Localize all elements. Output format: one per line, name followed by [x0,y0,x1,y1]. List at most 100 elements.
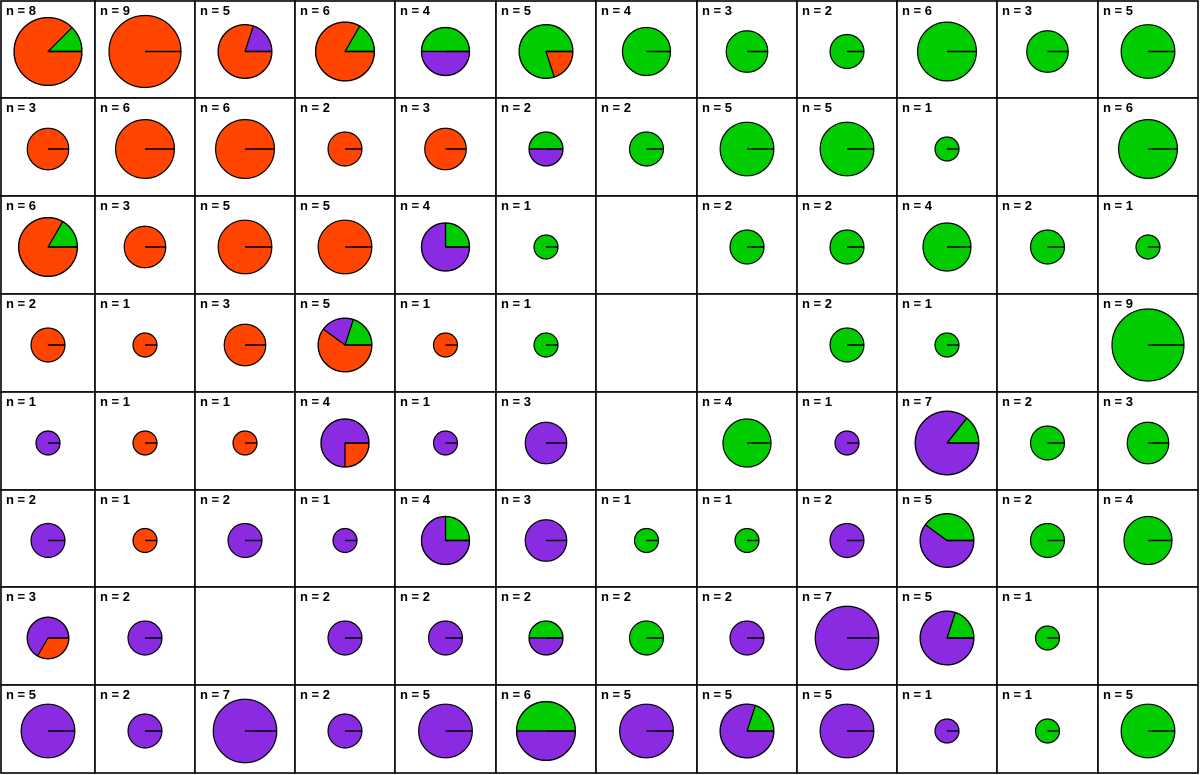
pie-cell-r5-c4: n = 4 [294,391,396,491]
n-count-label: n = 4 [702,394,733,409]
pie-cell-r6-c3: n = 2 [194,489,296,588]
n-count-label: n = 3 [702,3,732,18]
pie-cell-r4-c11 [996,293,1099,393]
pie-cell-r8-c7: n = 5 [595,684,698,774]
n-count-label: n = 2 [6,296,36,311]
n-count-label: n = 2 [1002,492,1032,507]
cell-border [94,586,196,686]
cell-border [0,391,96,491]
n-count-label: n = 3 [400,100,430,115]
n-count-label: n = 2 [200,492,230,507]
pie-cell-r8-c11: n = 1 [996,684,1099,774]
pie-cell-r4-c1: n = 2 [0,293,96,393]
pie-cell-r5-c10: n = 7 [896,391,998,491]
pie-cell-r7-c10: n = 5 [896,586,998,686]
n-count-label: n = 1 [601,492,631,507]
pie-cell-r8-c9: n = 5 [796,684,898,774]
pie-cell-r3-c2: n = 3 [94,195,196,295]
pie-cell-r2-c8: n = 5 [696,97,798,197]
n-count-label: n = 4 [601,3,632,18]
pie-cell-r5-c5: n = 1 [394,391,497,491]
pie-cell-r2-c4: n = 2 [294,97,396,197]
n-count-label: n = 7 [902,394,932,409]
pie-cell-r6-c11: n = 2 [996,489,1099,588]
n-count-label: n = 5 [1103,3,1133,18]
pie-cell-r2-c3: n = 6 [194,97,296,197]
pie-cell-r8-c6: n = 6 [495,684,597,774]
pie-cell-r1-c4: n = 6 [294,0,396,99]
n-count-label: n = 8 [6,3,36,18]
n-count-label: n = 5 [1103,687,1133,702]
pie-cell-r5-c2: n = 1 [94,391,196,491]
n-count-label: n = 2 [501,589,531,604]
n-count-label: n = 3 [501,394,531,409]
pie-cell-r1-c8: n = 3 [696,0,798,99]
pie-cell-r8-c10: n = 1 [896,684,998,774]
cell-border [595,391,698,491]
pie-cell-r5-c7 [595,391,698,491]
pie-cell-r2-c11 [996,97,1099,197]
pie-cell-r1-c3: n = 5 [194,0,296,99]
pie-cell-r1-c1: n = 8 [0,0,96,99]
cell-border [996,293,1099,393]
cell-border [696,293,798,393]
n-count-label: n = 1 [902,687,932,702]
n-count-label: n = 5 [501,3,531,18]
pie-cell-r1-c2: n = 9 [94,0,196,99]
pie-cell-r3-c6: n = 1 [495,195,597,295]
pie-cell-r4-c3: n = 3 [194,293,296,393]
n-count-label: n = 5 [702,687,732,702]
pie-cell-r6-c7: n = 1 [595,489,698,588]
n-count-label: n = 2 [702,198,732,213]
n-count-label: n = 2 [1002,198,1032,213]
n-count-label: n = 6 [902,3,932,18]
n-count-label: n = 9 [100,3,130,18]
pie-cell-r4-c8 [696,293,798,393]
pie-cell-r8-c4: n = 2 [294,684,396,774]
pie-cell-r4-c7 [595,293,698,393]
n-count-label: n = 1 [6,394,36,409]
pie-cell-r7-c6: n = 2 [495,586,597,686]
n-count-label: n = 6 [300,3,330,18]
pie-cell-r6-c6: n = 3 [495,489,597,588]
n-count-label: n = 6 [100,100,130,115]
n-count-label: n = 6 [200,100,230,115]
n-count-label: n = 1 [300,492,330,507]
pie-cell-r6-c8: n = 1 [696,489,798,588]
n-count-label: n = 1 [200,394,230,409]
n-count-label: n = 5 [300,296,330,311]
pie-cell-r5-c8: n = 4 [696,391,798,491]
pie-cell-r8-c8: n = 5 [696,684,798,774]
n-count-label: n = 3 [501,492,531,507]
n-count-label: n = 2 [802,198,832,213]
pie-cell-r2-c1: n = 3 [0,97,96,197]
pie-cell-r5-c1: n = 1 [0,391,96,491]
n-count-label: n = 3 [1103,394,1133,409]
pie-cell-r3-c9: n = 2 [796,195,898,295]
pie-cell-r4-c9: n = 2 [796,293,898,393]
n-count-label: n = 2 [1002,394,1032,409]
pie-cell-r5-c12: n = 3 [1097,391,1199,491]
pie-cell-r2-c9: n = 5 [796,97,898,197]
n-count-label: n = 1 [902,296,932,311]
n-count-label: n = 1 [100,394,130,409]
pie-cell-r5-c11: n = 2 [996,391,1099,491]
n-count-label: n = 5 [902,492,932,507]
n-count-label: n = 2 [501,100,531,115]
pie-cell-r1-c6: n = 5 [495,0,597,99]
n-count-label: n = 2 [100,687,130,702]
pie-cell-r6-c4: n = 1 [294,489,396,588]
n-count-label: n = 6 [501,687,531,702]
n-count-label: n = 4 [400,3,431,18]
n-count-label: n = 3 [6,589,36,604]
pie-cell-r7-c9: n = 7 [796,586,898,686]
pie-cell-r4-c10: n = 1 [896,293,998,393]
pie-cell-r3-c10: n = 4 [896,195,998,295]
pie-cell-r3-c8: n = 2 [696,195,798,295]
cell-border [796,489,898,588]
pie-cell-r1-c10: n = 6 [896,0,998,99]
n-count-label: n = 5 [802,687,832,702]
pie-cell-r7-c12 [1097,586,1199,686]
pie-cell-r4-c4: n = 5 [294,293,396,393]
